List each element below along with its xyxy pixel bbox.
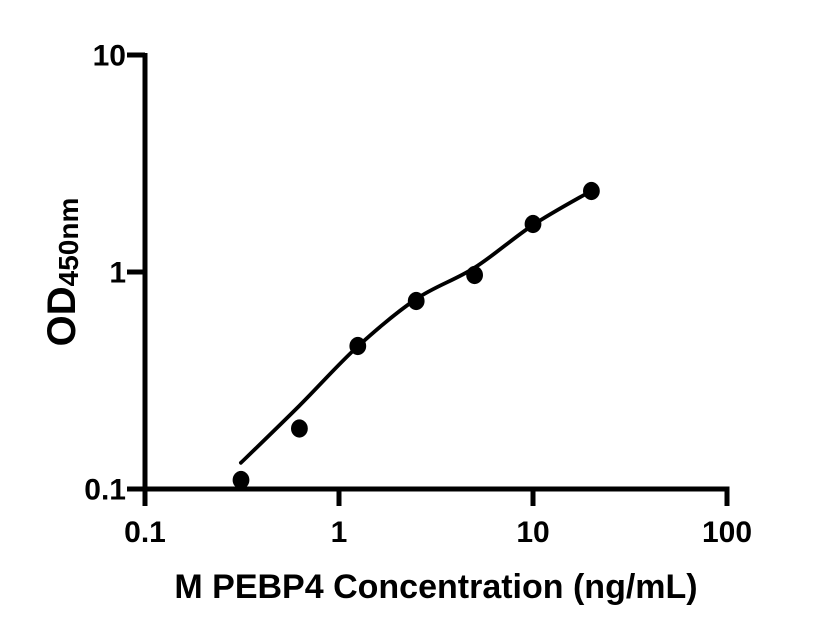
x-tick-label: 0.1 xyxy=(124,516,166,549)
data-point-marker xyxy=(524,214,542,234)
y-axis-title-main: OD xyxy=(40,286,84,347)
data-point-marker xyxy=(407,291,425,311)
y-tick-label: 1 xyxy=(109,257,126,290)
y-axis-title: OD 450nm xyxy=(39,181,85,363)
x-tick-label: 10 xyxy=(516,516,549,549)
y-tick-label: 10 xyxy=(93,40,126,73)
x-tick-label: 100 xyxy=(702,516,752,549)
y-tick-label: 0.1 xyxy=(84,474,126,507)
data-point-marker xyxy=(291,419,308,438)
x-tick-label: 1 xyxy=(331,516,348,549)
x-axis-title: M PEBP4 Concentration (ng/mL) xyxy=(174,568,698,606)
data-point-marker xyxy=(466,265,483,285)
y-axis-title-subscript: 450nm xyxy=(53,197,84,287)
data-point-marker xyxy=(232,470,250,490)
fit-curve-line xyxy=(239,189,593,465)
data-point-marker xyxy=(349,336,367,356)
data-point-marker xyxy=(583,181,600,201)
